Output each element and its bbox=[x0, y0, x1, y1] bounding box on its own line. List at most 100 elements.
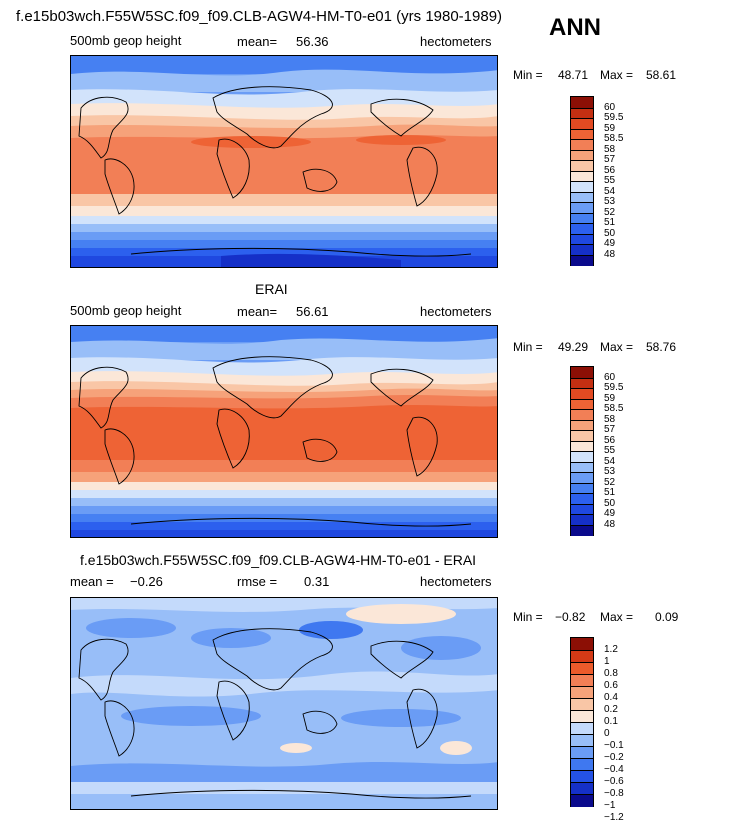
colorbar-separator bbox=[571, 160, 593, 161]
colorbar-separator bbox=[571, 409, 593, 410]
colorbar-tick-label: 0.6 bbox=[604, 680, 618, 691]
colorbar-separator bbox=[571, 662, 593, 663]
colorbar-tick-label: 60 bbox=[604, 371, 616, 383]
colorbar-tick-label: −0.8 bbox=[604, 788, 624, 799]
colorbar-tick-label: 51 bbox=[604, 487, 616, 498]
colorbar-swatch bbox=[571, 139, 593, 150]
colorbar-swatch bbox=[571, 244, 593, 255]
colorbar-tick-label: 0.4 bbox=[604, 692, 618, 703]
colorbar-swatch bbox=[571, 181, 593, 192]
colorbar-separator bbox=[571, 794, 593, 795]
colorbar-tick-label: 55 bbox=[604, 175, 616, 186]
colorbar-separator bbox=[571, 674, 593, 675]
colorbar-swatch bbox=[571, 482, 593, 494]
colorbar-separator bbox=[571, 191, 593, 193]
colorbar-tick-label: 54 bbox=[604, 185, 616, 197]
colorbar-tick-label: 59.5 bbox=[604, 112, 624, 123]
colorbar-separator bbox=[571, 770, 593, 771]
colorbar-separator bbox=[571, 451, 593, 452]
colorbar-tick-label: −0.1 bbox=[604, 740, 624, 751]
colorbar-separator bbox=[571, 710, 593, 711]
colorbar-tick-label: 48 bbox=[604, 518, 616, 530]
colorbar-separator bbox=[571, 118, 593, 119]
panel-1-mean-label: mean= bbox=[237, 34, 278, 49]
colorbar-separator bbox=[571, 493, 593, 494]
colorbar-separator bbox=[571, 686, 593, 687]
colorbar-swatch bbox=[571, 149, 593, 161]
panel-3-title: f.e15b03wch.F55W5SC.f09_f09.CLB-AGW4-HM-… bbox=[80, 552, 477, 568]
colorbar-separator bbox=[571, 503, 593, 505]
colorbar-swatch bbox=[571, 758, 593, 771]
colorbar-swatch bbox=[571, 97, 593, 108]
panel-1-min-value: 48.71 bbox=[558, 68, 589, 82]
colorbar-tick-label: 59.5 bbox=[604, 382, 624, 393]
colorbar-swatch bbox=[571, 212, 593, 224]
colorbar-tick-label: 52 bbox=[604, 206, 616, 218]
colorbar-swatch bbox=[571, 254, 593, 266]
colorbar-swatch bbox=[571, 170, 593, 182]
colorbar-separator bbox=[571, 419, 593, 421]
colorbar-swatch bbox=[571, 223, 593, 234]
colorbar-separator bbox=[571, 202, 593, 203]
colorbar-separator bbox=[571, 398, 593, 400]
panel-3-rmse-label: rmse = bbox=[237, 574, 278, 589]
panel-2-colorbar bbox=[570, 366, 594, 536]
panel-1-min-label: Min = bbox=[513, 68, 543, 82]
panel-3-colorbar bbox=[570, 637, 594, 807]
colorbar-tick-label: 49 bbox=[604, 238, 616, 249]
colorbar-separator bbox=[571, 514, 593, 515]
colorbar-separator bbox=[571, 430, 593, 431]
colorbar-tick-label: 50 bbox=[604, 497, 616, 509]
colorbar-tick-label: 59 bbox=[604, 122, 616, 134]
colorbar-separator bbox=[571, 212, 593, 214]
panel-1-max-label: Max = bbox=[600, 68, 634, 82]
colorbar-separator bbox=[571, 170, 593, 172]
colorbar-swatch bbox=[571, 674, 593, 687]
colorbar-tick-label: 58 bbox=[604, 413, 616, 425]
colorbar-tick-label: 49 bbox=[604, 508, 616, 519]
panel-3-units-label: hectometers bbox=[420, 574, 492, 589]
panel-2-max-value: 58.76 bbox=[646, 340, 677, 354]
colorbar-tick-label: 0 bbox=[604, 728, 610, 739]
panel-3-coastlines bbox=[78, 628, 472, 799]
panel-2-variable-label: 500mb geop height bbox=[70, 303, 182, 318]
colorbar-swatch bbox=[571, 734, 593, 747]
colorbar-separator bbox=[571, 181, 593, 182]
panel-2-units-label: hectometers bbox=[420, 304, 492, 319]
colorbar-tick-label: −0.2 bbox=[604, 752, 624, 763]
panel-1-map bbox=[70, 55, 498, 268]
panel-3-mean-label: mean = bbox=[70, 574, 114, 589]
colorbar-separator bbox=[571, 461, 593, 463]
panel-2-contour-field bbox=[71, 326, 497, 537]
panel-3-contour-field bbox=[71, 598, 497, 809]
colorbar-separator bbox=[571, 698, 593, 699]
colorbar-tick-label: −1.2 bbox=[604, 812, 624, 823]
panel-2-max-label: Max = bbox=[600, 340, 634, 354]
colorbar-separator bbox=[571, 524, 593, 526]
colorbar-tick-label: 0.1 bbox=[604, 716, 618, 727]
colorbar-swatch bbox=[571, 409, 593, 420]
colorbar-tick-label: 56 bbox=[604, 434, 616, 446]
season-label: ANN bbox=[549, 14, 601, 41]
panel-2-min-label: Min = bbox=[513, 340, 543, 354]
colorbar-swatch bbox=[571, 160, 593, 171]
colorbar-swatch bbox=[571, 503, 593, 515]
colorbar-separator bbox=[571, 149, 593, 151]
panel-3-min-value: −0.82 bbox=[555, 610, 586, 624]
colorbar-swatch bbox=[571, 493, 593, 504]
panel-2-title: ERAI bbox=[255, 281, 288, 297]
colorbar-swatch bbox=[571, 662, 593, 675]
colorbar-separator bbox=[571, 650, 593, 651]
colorbar-swatch bbox=[571, 461, 593, 473]
colorbar-separator bbox=[571, 782, 593, 783]
panel-3-rmse-value: 0.31 bbox=[304, 574, 330, 589]
panel-2-mean-value: 56.61 bbox=[296, 304, 329, 319]
colorbar-swatch bbox=[571, 440, 593, 452]
colorbar-tick-label: 55 bbox=[604, 445, 616, 456]
colorbar-tick-label: 57 bbox=[604, 154, 616, 165]
colorbar-tick-label: −0.4 bbox=[604, 764, 624, 775]
colorbar-separator bbox=[571, 223, 593, 224]
colorbar-swatch bbox=[571, 722, 593, 735]
colorbar-swatch bbox=[571, 514, 593, 525]
colorbar-swatch bbox=[571, 367, 593, 378]
